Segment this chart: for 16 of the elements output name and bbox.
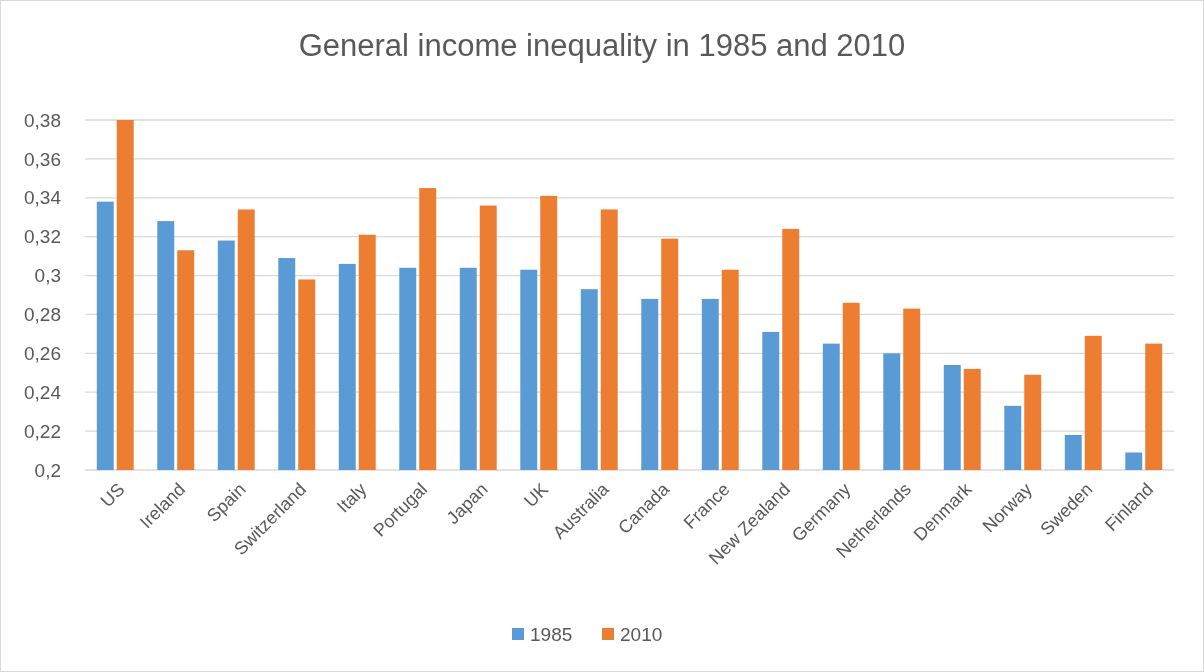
y-tick-label: 0,28 (24, 304, 61, 326)
y-tick-label: 0,2 (34, 459, 61, 481)
legend-label: 2010 (620, 623, 663, 645)
y-tick-label: 0,38 (24, 109, 61, 131)
y-tick-label: 0,3 (34, 265, 61, 287)
y-tick-label: 0,22 (24, 420, 61, 442)
y-tick-label: 0,32 (24, 226, 61, 248)
y-tick-label: 0,34 (24, 187, 62, 209)
chart-title: General income inequality in 1985 and 2010 (298, 28, 906, 63)
x-tick-label: UK (520, 479, 553, 511)
x-tick-label: US (96, 479, 129, 511)
y-tick-label: 0,26 (24, 342, 61, 364)
legend-label: 1985 (530, 623, 573, 645)
x-tick-label: Italy (333, 479, 371, 517)
y-tick-label: 0,36 (24, 148, 61, 170)
y-tick-label: 0,24 (24, 381, 62, 403)
